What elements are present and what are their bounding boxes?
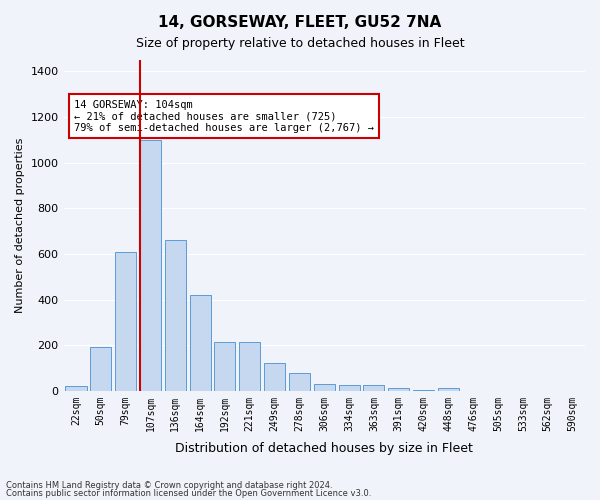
Bar bbox=[438, 388, 459, 391]
Bar bbox=[364, 385, 385, 391]
Bar bbox=[264, 364, 285, 391]
X-axis label: Distribution of detached houses by size in Fleet: Distribution of detached houses by size … bbox=[175, 442, 473, 455]
Bar bbox=[388, 388, 409, 391]
Bar bbox=[314, 384, 335, 391]
Bar bbox=[338, 385, 359, 391]
Bar bbox=[65, 386, 86, 391]
Y-axis label: Number of detached properties: Number of detached properties bbox=[15, 138, 25, 313]
Text: 14 GORSEWAY: 104sqm
← 21% of detached houses are smaller (725)
79% of semi-detac: 14 GORSEWAY: 104sqm ← 21% of detached ho… bbox=[74, 100, 374, 133]
Bar bbox=[190, 295, 211, 391]
Bar bbox=[140, 140, 161, 391]
Bar bbox=[214, 342, 235, 391]
Bar bbox=[413, 390, 434, 391]
Bar bbox=[239, 342, 260, 391]
Bar bbox=[165, 240, 186, 391]
Bar bbox=[289, 372, 310, 391]
Text: Contains public sector information licensed under the Open Government Licence v3: Contains public sector information licen… bbox=[6, 488, 371, 498]
Text: 14, GORSEWAY, FLEET, GU52 7NA: 14, GORSEWAY, FLEET, GU52 7NA bbox=[158, 15, 442, 30]
Bar bbox=[90, 348, 112, 391]
Bar bbox=[115, 252, 136, 391]
Text: Contains HM Land Registry data © Crown copyright and database right 2024.: Contains HM Land Registry data © Crown c… bbox=[6, 481, 332, 490]
Text: Size of property relative to detached houses in Fleet: Size of property relative to detached ho… bbox=[136, 38, 464, 51]
